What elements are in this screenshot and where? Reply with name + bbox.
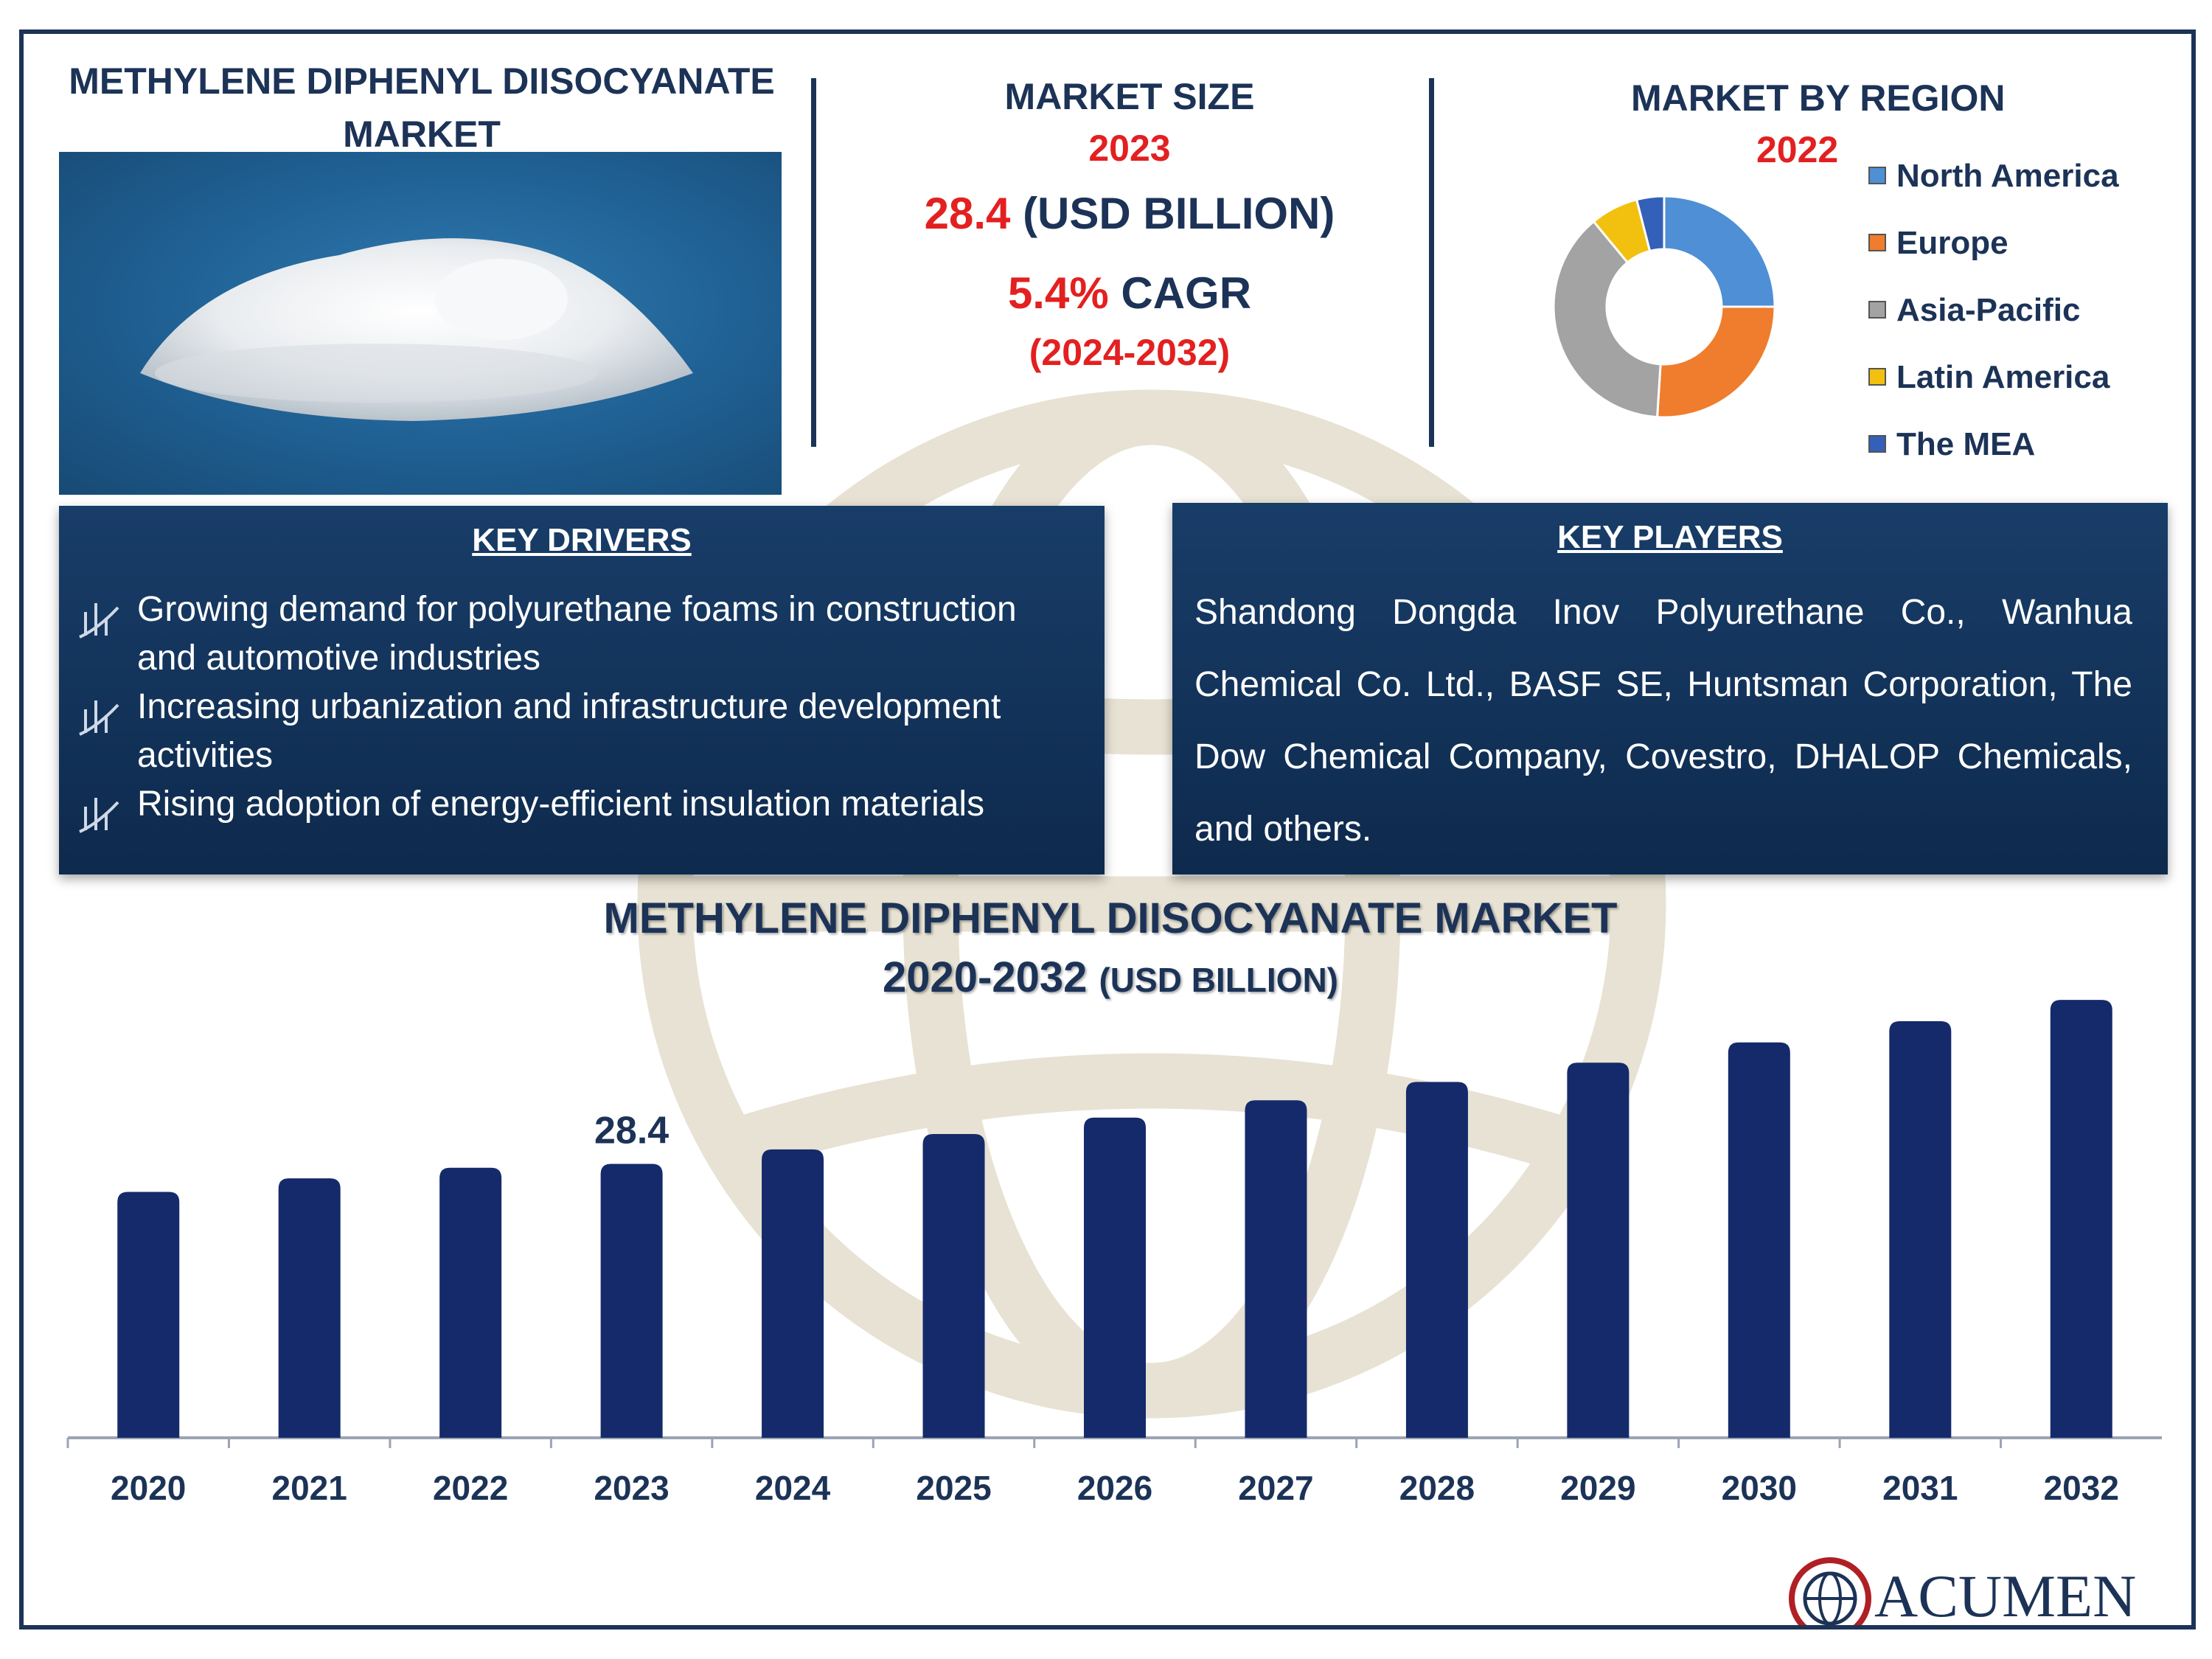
bar-2023 [600,1164,663,1438]
acumen-logo-image: ACUMEN RESEARCH AND CONSULTING [1789,1557,2140,1630]
x-tick-label-2020: 2020 [111,1469,186,1507]
legend-item-asia-pacific: Asia-Pacific [1868,292,2081,329]
x-tick-label-2027: 2027 [1238,1469,1313,1507]
region-donut-chart [1552,195,1776,419]
chart-title-line1: METHYLENE DIPHENYL DIISOCYANATE MARKET [603,894,1618,942]
legend-swatch [1868,368,1886,386]
chart-growth-icon [79,798,119,833]
bar-2024 [762,1149,824,1438]
key-drivers-panel: KEY DRIVERS Growing demand for polyureth… [59,506,1105,874]
bar-2026 [1084,1117,1146,1438]
product-photo [59,152,782,495]
infographic-frame: METHYLENE DIPHENYL DIISOCYANATE MARKET M… [19,29,2196,1630]
legend-label: North America [1896,158,2119,194]
page-title-line2: MARKET [343,114,501,155]
legend-swatch [1868,167,1886,184]
x-tick-label-2029: 2029 [1560,1469,1635,1507]
market-bar-chart: 2020 2021 2022 2023 2024 2025 2026 2027 2028 2029… [66,1000,2162,1507]
key-players-panel: KEY PLAYERS Shandong Dongda Inov Polyure… [1172,503,2168,874]
legend-swatch [1868,234,1886,251]
header-divider-left [811,78,816,447]
bar-2027 [1245,1100,1307,1438]
bar-2022 [439,1167,502,1438]
x-tick-label-2032: 2032 [2044,1469,2119,1507]
legend-swatch [1868,301,1886,319]
key-driver-item: Growing demand for polyurethane foams in… [137,585,1088,683]
legend-label: Asia-Pacific [1896,292,2081,328]
market-size-value-line: 28.4 (USD BILLION) [842,177,1417,251]
legend-item-the-mea: The MEA [1868,426,2036,463]
bar-2029 [1567,1062,1630,1438]
bar-2028 [1405,1082,1468,1438]
cagr-label: CAGR [1108,268,1252,318]
legend-label: The MEA [1896,426,2036,462]
chart-title-unit: (USD BILLION) [1099,961,1338,999]
legend-swatch [1868,435,1886,453]
chart-title-years: 2020-2032 [883,953,1099,1001]
legend-item-latin-america: Latin America [1868,359,2110,396]
x-tick-label-2021: 2021 [272,1469,347,1507]
region-heading: MARKET BY REGION [1631,77,2006,119]
key-driver-item: Rising adoption of energy-efficient insu… [137,780,1088,829]
donut-slice-europe [1655,305,1776,419]
acumen-logo-name: ACUMEN [1874,1562,2136,1630]
data-label-2023: 28.4 [594,1110,669,1152]
market-size-block: MARKET SIZE 2023 28.4 (USD BILLION) 5.4%… [842,71,1417,375]
page-title: METHYLENE DIPHENYL DIISOCYANATE MARKET [68,55,776,161]
key-driver-line1: Increasing urbanization and infrastructu… [137,687,1001,726]
header-divider-right [1429,78,1434,447]
key-driver-line2: activities [137,736,274,775]
x-tick-label-2031: 2031 [1882,1469,1958,1507]
x-tick-label-2023: 2023 [594,1469,669,1507]
key-driver-line2: and automotive industries [137,639,540,678]
key-drivers-heading: KEY DRIVERS [472,522,692,558]
bar-2030 [1728,1042,1790,1438]
x-tick-label-2026: 2026 [1077,1469,1152,1507]
market-size-year: 2023 [1088,128,1171,169]
donut-slice-north-america [1663,195,1776,308]
page-title-line1: METHYLENE DIPHENYL DIISOCYANATE [69,60,775,102]
key-driver-line1: Rising adoption of energy-efficient insu… [137,785,985,824]
legend-label: Europe [1896,225,2008,261]
donut-slice-asia-pacific [1552,220,1662,419]
x-tick-label-2025: 2025 [916,1469,991,1507]
acumen-logo-tagline: RESEARCH AND CONSULTING [1877,1627,2140,1630]
region-year: 2022 [1756,129,1839,170]
legend-label: Latin America [1896,359,2110,395]
bar-2032 [2050,1000,2112,1438]
key-players-heading: KEY PLAYERS [1557,519,1783,555]
market-size-value: 28.4 [924,189,1011,238]
x-tick-label-2024: 2024 [755,1469,831,1507]
chart-growth-icon [79,603,119,639]
legend-item-north-america: North America [1868,158,2119,195]
acumen-logo: ACUMEN RESEARCH AND CONSULTING [1778,1545,2177,1630]
market-size-heading: MARKET SIZE [1004,76,1255,117]
legend-item-europe: Europe [1868,225,2008,262]
bar-2021 [278,1178,341,1438]
bar-2031 [1889,1020,1952,1438]
bar-2020 [117,1192,180,1438]
cagr-period: (2024-2032) [1029,332,1231,373]
x-tick-label-2028: 2028 [1399,1469,1475,1507]
chart-title-line2: 2020-2032 (USD BILLION) [24,948,2191,1009]
powder-pile-image [140,238,693,421]
key-driver-item: Increasing urbanization and infrastructu… [137,683,1088,780]
x-tick-label-2022: 2022 [433,1469,508,1507]
key-players-text: Shandong Dongda Inov Polyurethane Co., W… [1194,593,2132,849]
market-size-unit: (USD BILLION) [1010,189,1335,238]
donut-slice-the-mea [1635,195,1666,253]
chart-growth-icon [79,700,119,736]
bar-2025 [922,1133,985,1438]
key-driver-line1: Growing demand for polyurethane foams in… [137,590,1017,629]
cagr-line: 5.4% CAGR [842,257,1417,330]
cagr-value: 5.4% [1007,268,1109,318]
x-tick-label-2030: 2030 [1722,1469,1797,1507]
